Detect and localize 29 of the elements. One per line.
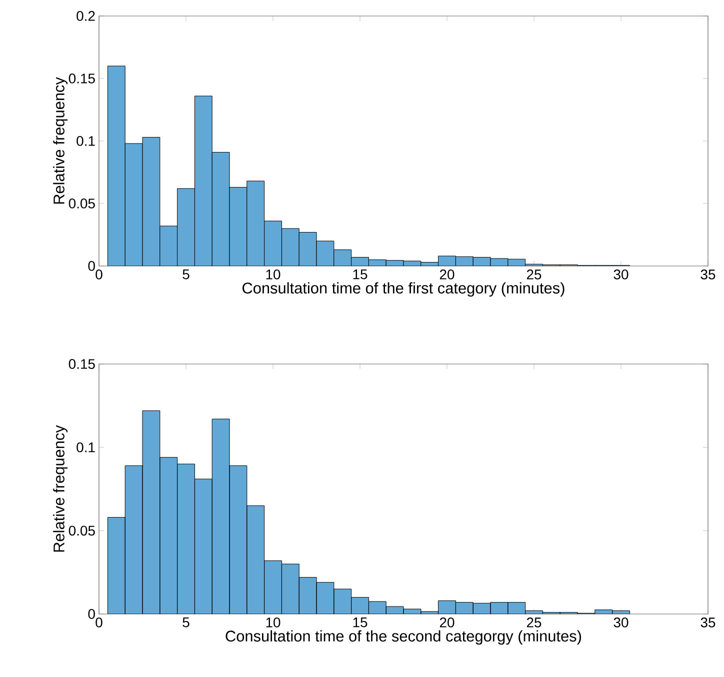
y-tick-label: 0.15 <box>68 359 95 369</box>
y-tick-label: 0.2 <box>76 11 95 21</box>
x-tick-label: 30 <box>614 618 628 628</box>
y-axis-title: Relative frequency <box>53 425 68 552</box>
x-tick-label: 35 <box>700 618 716 628</box>
y-tick-label: 0 <box>88 261 95 271</box>
x-tick-label: 10 <box>266 618 280 628</box>
x-tick-label: 20 <box>440 270 454 280</box>
x-tick-label: 25 <box>526 618 542 628</box>
x-tick-label: 5 <box>182 618 190 628</box>
y-tick-label: 0.05 <box>68 526 95 536</box>
x-tick-label: 0 <box>96 270 102 280</box>
x-tick-label: 0 <box>96 618 102 628</box>
x-tick-label: 20 <box>440 618 454 628</box>
x-tick-label: 15 <box>353 270 368 280</box>
x-tick-label: 10 <box>266 270 280 280</box>
x-tick-label: 35 <box>700 270 716 280</box>
y-axis-title: Relative frequency <box>53 77 68 204</box>
x-axis-title: Consultation time of the second categorgy (minutes) <box>226 630 582 645</box>
y-tick-label: 0.15 <box>68 74 95 84</box>
y-tick-label: 0.1 <box>76 442 95 452</box>
x-tick-label: 25 <box>526 270 542 280</box>
x-tick-label: 30 <box>614 270 628 280</box>
y-tick-label: 0.1 <box>76 136 95 146</box>
y-tick-label: 0.05 <box>68 198 95 208</box>
x-tick-label: 15 <box>353 618 368 628</box>
x-tick-label: 5 <box>182 270 190 280</box>
y-tick-label: 0 <box>88 609 95 619</box>
x-axis-title: Consultation time of the first category (minutes) <box>242 282 564 297</box>
